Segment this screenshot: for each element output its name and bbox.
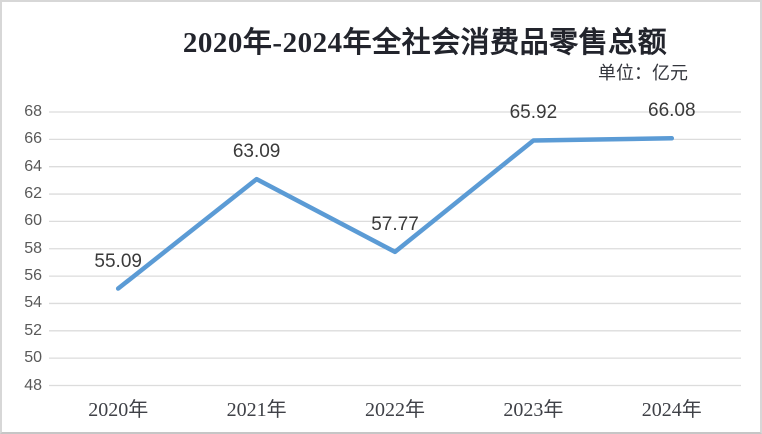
data-label: 55.09 (94, 250, 142, 272)
data-label: 63.09 (232, 141, 281, 163)
x-axis-label: 2023年 (503, 399, 564, 421)
y-tick-label: 54 (24, 294, 42, 312)
chart-unit-label: 单位：亿元 (598, 63, 688, 83)
y-tick-label: 66 (24, 130, 42, 148)
y-tick-label: 48 (24, 376, 42, 394)
y-tick-label: 64 (24, 157, 42, 175)
data-label: 66.08 (648, 100, 696, 122)
y-tick-label: 68 (24, 103, 42, 120)
data-label: 57.77 (371, 213, 419, 235)
y-tick-label: 50 (24, 349, 42, 367)
series-line (115, 136, 675, 291)
chart-title: 2020年-2024年全社会消费品零售总额 (182, 27, 668, 59)
data-label: 65.92 (509, 102, 558, 124)
y-tick-label: 52 (24, 321, 42, 339)
x-axis-label: 2021年 (226, 399, 287, 421)
x-axis-label: 2022年 (365, 399, 425, 421)
x-axis-label: 2024年 (641, 399, 702, 421)
x-axis-label: 2020年 (88, 399, 149, 421)
y-tick-label: 60 (24, 212, 42, 230)
y-tick-label: 56 (24, 267, 42, 285)
y-tick-label: 58 (24, 239, 42, 257)
y-tick-label: 62 (24, 185, 42, 203)
